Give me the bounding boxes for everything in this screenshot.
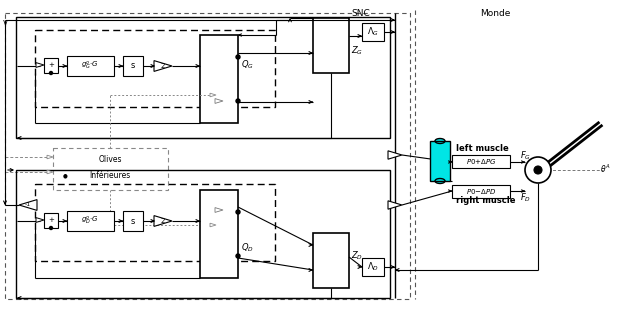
Text: $F_D$: $F_D$ bbox=[520, 192, 531, 205]
Text: -1: -1 bbox=[25, 202, 31, 208]
Bar bbox=[452, 155, 510, 168]
Polygon shape bbox=[36, 218, 44, 222]
Bar bbox=[16, 17, 390, 138]
Bar bbox=[430, 141, 450, 181]
Circle shape bbox=[236, 254, 240, 258]
Polygon shape bbox=[19, 200, 37, 210]
Bar bbox=[5, 13, 410, 299]
Polygon shape bbox=[47, 170, 53, 174]
Text: SNC: SNC bbox=[351, 9, 370, 18]
Bar bbox=[53, 148, 168, 190]
Text: $g_D^o{\cdot}G$: $g_D^o{\cdot}G$ bbox=[81, 215, 99, 227]
Polygon shape bbox=[154, 216, 172, 226]
Bar bbox=[44, 58, 58, 73]
Text: $P0{+}\Delta PG$: $P0{+}\Delta PG$ bbox=[466, 156, 496, 166]
Polygon shape bbox=[36, 63, 44, 67]
Ellipse shape bbox=[435, 138, 445, 143]
Bar bbox=[362, 23, 384, 41]
Bar bbox=[362, 258, 384, 276]
Bar bbox=[44, 213, 58, 228]
Polygon shape bbox=[210, 223, 216, 227]
Bar bbox=[313, 233, 349, 288]
Text: ●: ● bbox=[63, 173, 67, 179]
Text: $F_G$: $F_G$ bbox=[520, 149, 531, 162]
Bar bbox=[123, 56, 143, 76]
Polygon shape bbox=[154, 61, 172, 71]
Text: $\Lambda_G$: $\Lambda_G$ bbox=[367, 26, 379, 38]
Text: $Q_D$: $Q_D$ bbox=[241, 242, 254, 254]
Text: v: v bbox=[3, 18, 8, 27]
Text: Inférieures: Inférieures bbox=[89, 171, 130, 180]
Text: $P0{-}\Delta PD$: $P0{-}\Delta PD$ bbox=[466, 187, 496, 196]
Bar bbox=[452, 185, 510, 198]
Ellipse shape bbox=[435, 179, 445, 184]
Circle shape bbox=[49, 226, 53, 230]
Bar bbox=[200, 35, 238, 123]
Text: $\Lambda_D$: $\Lambda_D$ bbox=[367, 261, 379, 273]
Text: 2: 2 bbox=[161, 63, 165, 69]
Bar bbox=[430, 141, 450, 181]
Bar bbox=[35, 184, 275, 261]
Polygon shape bbox=[47, 155, 53, 159]
Bar bbox=[313, 18, 349, 73]
Text: +: + bbox=[48, 62, 54, 68]
Text: left muscle: left muscle bbox=[456, 144, 509, 153]
Circle shape bbox=[534, 166, 542, 174]
Text: +: + bbox=[48, 217, 54, 223]
Text: s: s bbox=[131, 217, 135, 226]
Circle shape bbox=[236, 99, 240, 103]
Circle shape bbox=[236, 210, 240, 214]
Text: Olives: Olives bbox=[98, 155, 122, 164]
Polygon shape bbox=[215, 99, 223, 104]
Circle shape bbox=[525, 157, 551, 183]
Bar bbox=[67, 56, 114, 76]
Polygon shape bbox=[210, 93, 216, 97]
Text: $Z_D$: $Z_D$ bbox=[351, 250, 363, 262]
Polygon shape bbox=[215, 208, 223, 212]
Circle shape bbox=[49, 71, 53, 74]
Bar bbox=[123, 211, 143, 231]
Bar bbox=[200, 190, 238, 278]
Bar bbox=[67, 211, 114, 231]
Bar bbox=[16, 170, 390, 298]
Text: s: s bbox=[131, 61, 135, 70]
Polygon shape bbox=[388, 151, 402, 159]
Text: $Q_G$: $Q_G$ bbox=[241, 59, 254, 71]
Text: Monde: Monde bbox=[480, 9, 510, 18]
Circle shape bbox=[236, 55, 240, 59]
Bar bbox=[35, 30, 275, 107]
Text: $Z_G$: $Z_G$ bbox=[351, 45, 363, 57]
Polygon shape bbox=[388, 201, 402, 209]
Text: right muscle: right muscle bbox=[456, 196, 515, 205]
Text: $g_G^o{\cdot}G$: $g_G^o{\cdot}G$ bbox=[81, 60, 99, 72]
Text: 2: 2 bbox=[161, 218, 165, 224]
Text: $\theta^A$: $\theta^A$ bbox=[600, 163, 611, 176]
